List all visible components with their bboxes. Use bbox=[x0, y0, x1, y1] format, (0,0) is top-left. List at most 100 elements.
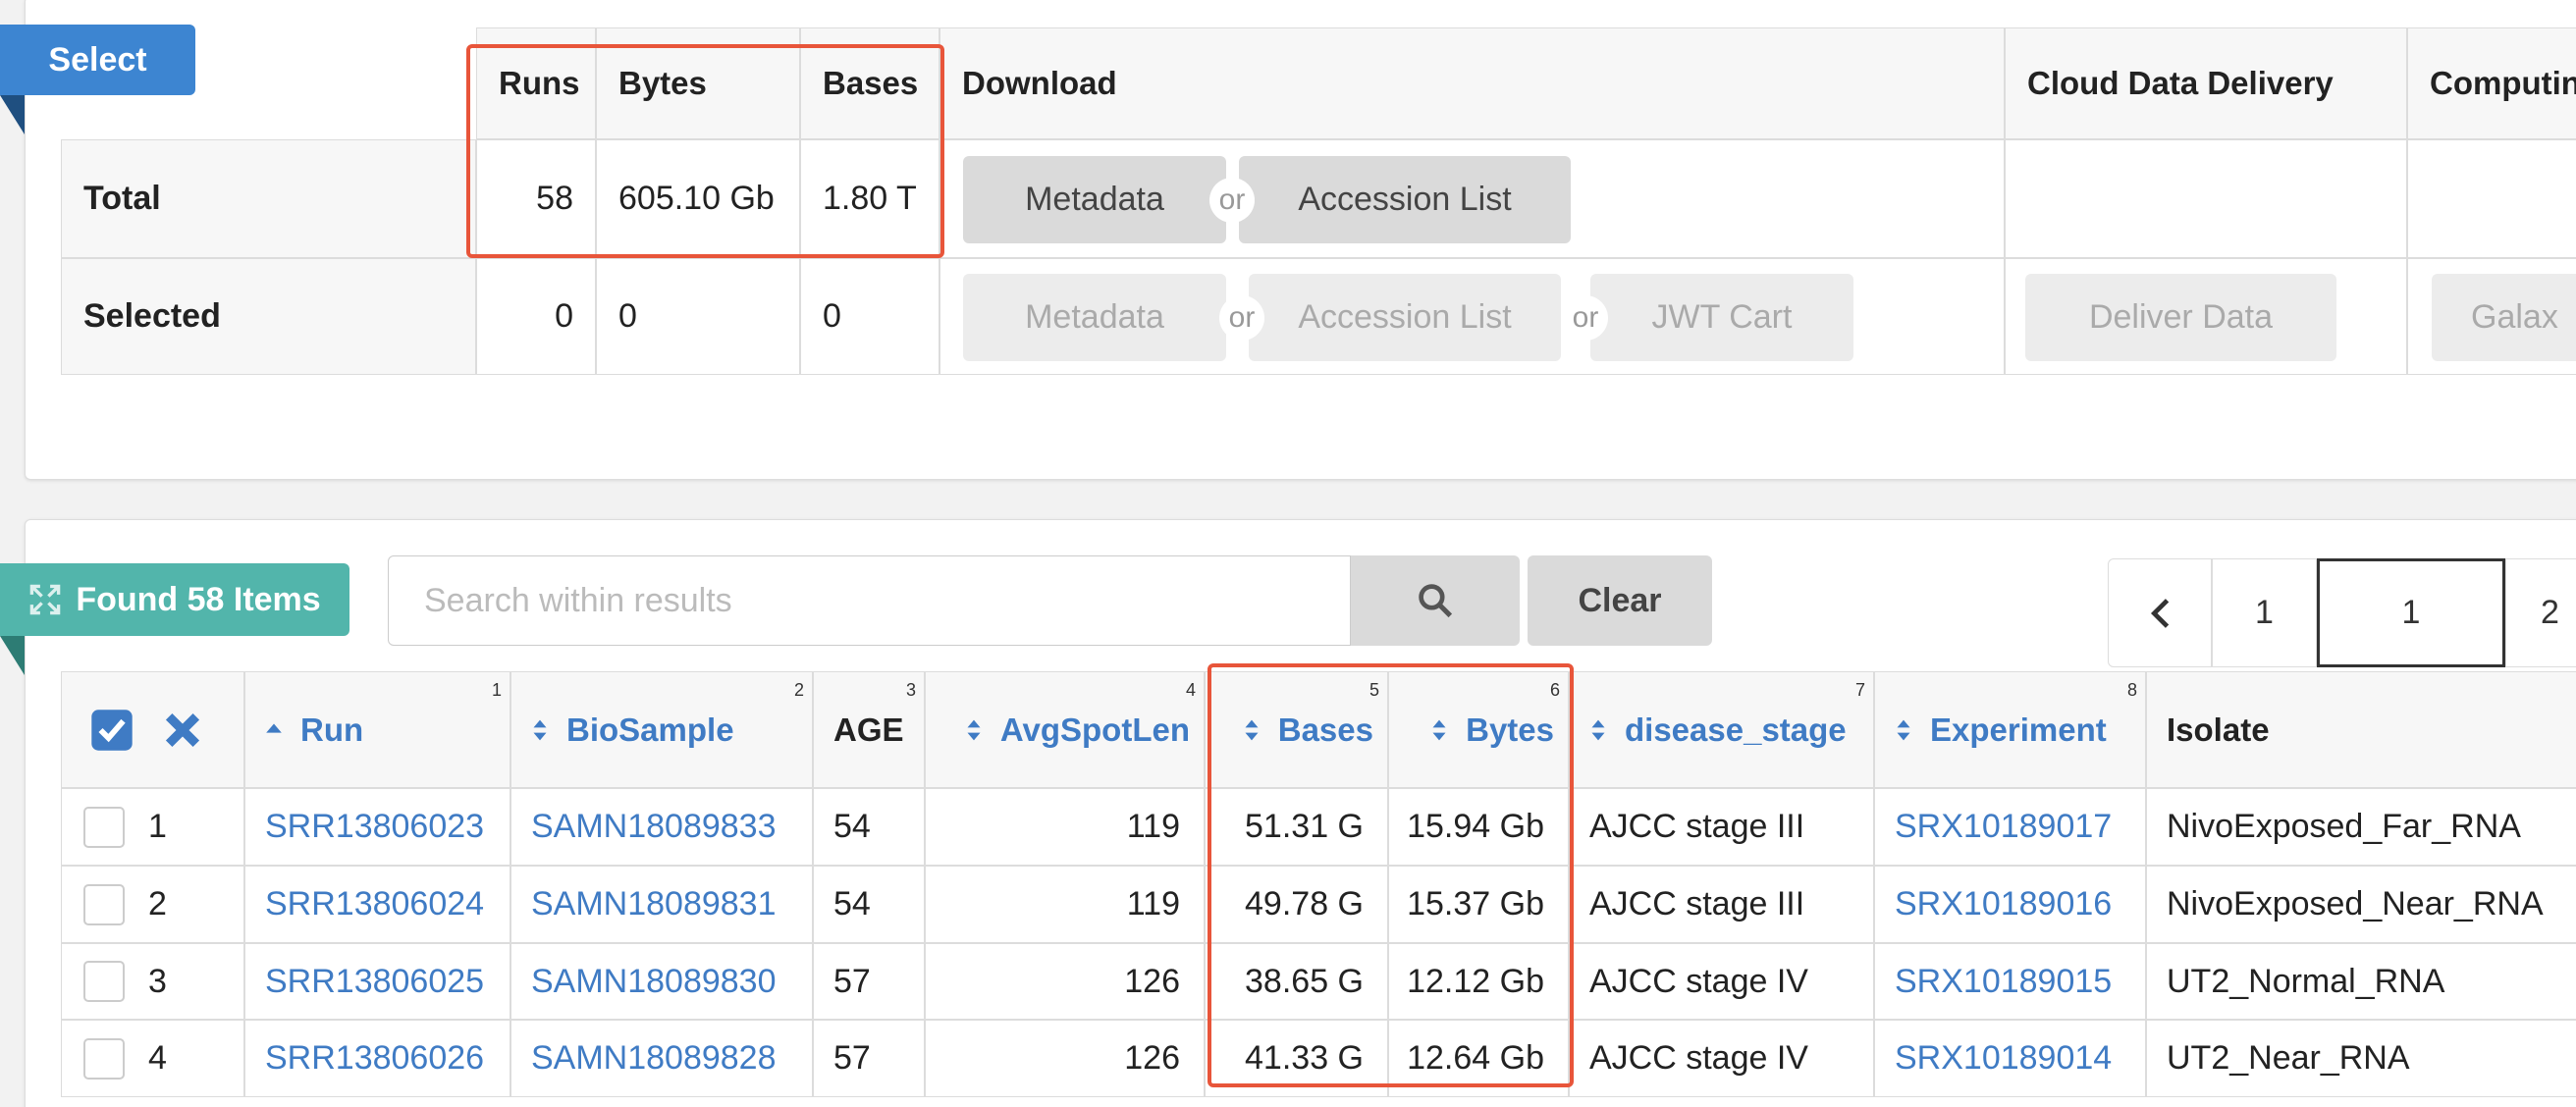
header-text: Computin bbox=[2430, 65, 2576, 101]
row-number: 4 bbox=[148, 1039, 167, 1077]
link[interactable]: SRX10189015 bbox=[1895, 962, 2113, 1000]
expand-icon bbox=[30, 584, 61, 615]
sort-index: 2 bbox=[793, 680, 804, 700]
search-input[interactable]: Search within results bbox=[388, 555, 1351, 646]
data-cell: 119 bbox=[925, 866, 1205, 943]
link[interactable]: SRR13806026 bbox=[265, 1039, 485, 1077]
sort-icon bbox=[533, 719, 547, 740]
cell-text: 54 bbox=[833, 885, 871, 922]
data-cell: 57 bbox=[813, 943, 925, 1020]
runs-cell: 0 bbox=[476, 258, 596, 375]
data-cell: 57 bbox=[813, 1020, 925, 1097]
data-cell: 12.12 Gb bbox=[1388, 943, 1569, 1020]
header-cell[interactable]: Bytes 6 bbox=[1388, 671, 1569, 788]
column-name: Bases bbox=[1277, 711, 1373, 748]
select-fold bbox=[0, 95, 25, 134]
row-number-cell: 4 bbox=[61, 1020, 244, 1097]
header-cell[interactable]: disease_stage 7 bbox=[1569, 671, 1874, 788]
page-prev[interactable] bbox=[2108, 558, 2212, 667]
sort-index: 7 bbox=[1854, 680, 1865, 700]
header-cell: Isolate bbox=[2146, 671, 2576, 788]
download-button-disabled: Accession List bbox=[1249, 274, 1561, 361]
or-separator: or bbox=[1563, 295, 1608, 341]
sort-icon bbox=[266, 723, 282, 733]
link[interactable]: SAMN18089828 bbox=[531, 1039, 777, 1077]
column-name: BioSample bbox=[566, 711, 734, 748]
row-number-cell: 3 bbox=[61, 943, 244, 1020]
link[interactable]: SRR13806025 bbox=[265, 962, 485, 1000]
or-separator: or bbox=[1209, 178, 1255, 223]
data-cell: SRR13806025 bbox=[244, 943, 510, 1020]
data-cell: 126 bbox=[925, 943, 1205, 1020]
data-cell: 54 bbox=[813, 788, 925, 866]
data-cell: NivoExposed_Near_RNA bbox=[2146, 866, 2576, 943]
page-button[interactable]: 2 bbox=[2505, 558, 2576, 667]
data-cell: 119 bbox=[925, 788, 1205, 866]
data-cell: AJCC stage III bbox=[1569, 866, 1874, 943]
header-cell[interactable]: BioSample 2 bbox=[510, 671, 813, 788]
runs-value: 58 bbox=[536, 180, 573, 217]
empty-cell bbox=[2005, 139, 2407, 258]
computing-button: Galax bbox=[2432, 274, 2576, 361]
header-cell[interactable]: Bases 5 bbox=[1205, 671, 1388, 788]
data-cell: AJCC stage III bbox=[1569, 788, 1874, 866]
select-all-checkbox[interactable] bbox=[89, 708, 134, 753]
sort-icon bbox=[1591, 719, 1605, 740]
link[interactable]: SAMN18089831 bbox=[531, 885, 777, 922]
data-cell: SRX10189014 bbox=[1874, 1020, 2146, 1097]
empty-cell bbox=[2407, 258, 2576, 375]
header-cell[interactable]: Run 1 bbox=[244, 671, 510, 788]
found-button: Found 58 Items bbox=[0, 563, 349, 636]
row-checkbox[interactable] bbox=[83, 806, 125, 848]
cell-text: 126 bbox=[1124, 962, 1180, 1000]
row-checkbox[interactable] bbox=[83, 961, 125, 1002]
page-button[interactable]: 1 bbox=[2212, 558, 2317, 667]
header-text: Bytes bbox=[618, 65, 707, 101]
data-cell: 51.31 G bbox=[1205, 788, 1388, 866]
cell-text: UT2_Near_RNA bbox=[2167, 1039, 2410, 1077]
search-placeholder: Search within results bbox=[424, 581, 732, 619]
cell-text: 57 bbox=[833, 962, 871, 1000]
search-icon bbox=[1419, 584, 1453, 618]
row-checkbox[interactable] bbox=[83, 1037, 125, 1080]
clear-selection-icon[interactable] bbox=[160, 708, 205, 753]
empty-cell bbox=[939, 139, 2005, 258]
header-cell[interactable]: Experiment 8 bbox=[1874, 671, 2146, 788]
bytes-value: 0 bbox=[618, 297, 637, 335]
link[interactable]: SAMN18089833 bbox=[531, 808, 777, 845]
row-number: 1 bbox=[148, 808, 167, 845]
clear-button[interactable]: Clear bbox=[1528, 555, 1712, 646]
link[interactable]: SRX10189017 bbox=[1895, 808, 2113, 845]
link[interactable]: SRX10189014 bbox=[1895, 1039, 2113, 1077]
cell-text: 126 bbox=[1124, 1039, 1180, 1077]
data-cell: UT2_Normal_RNA bbox=[2146, 943, 2576, 1020]
row-checkbox[interactable] bbox=[83, 883, 125, 925]
link[interactable]: SRR13806024 bbox=[265, 885, 485, 922]
link[interactable]: SRX10189016 bbox=[1895, 885, 2113, 922]
cell-text: 41.33 G bbox=[1245, 1039, 1364, 1077]
download-button[interactable]: Accession List bbox=[1239, 156, 1571, 243]
header-cell[interactable]: AvgSpotLen 4 bbox=[925, 671, 1205, 788]
empty-cell bbox=[2005, 258, 2407, 375]
empty-cell bbox=[2407, 139, 2576, 258]
search-button[interactable] bbox=[1351, 555, 1520, 646]
download-button[interactable]: Metadata bbox=[963, 156, 1226, 243]
data-cell: SAMN18089830 bbox=[510, 943, 813, 1020]
column-name: Run bbox=[300, 711, 364, 748]
select-button[interactable]: Select bbox=[0, 25, 195, 95]
link[interactable]: SAMN18089830 bbox=[531, 962, 777, 1000]
data-cell: AJCC stage IV bbox=[1569, 1020, 1874, 1097]
cell-text: 119 bbox=[1126, 808, 1180, 845]
data-cell: SAMN18089828 bbox=[510, 1020, 813, 1097]
bases-value: 0 bbox=[823, 297, 841, 335]
highlight-box bbox=[466, 44, 944, 258]
row-number: 3 bbox=[148, 962, 167, 1000]
cell-text: AJCC stage III bbox=[1589, 808, 1805, 845]
download-button-disabled: Metadata bbox=[963, 274, 1226, 361]
download-button-disabled: JWT Cart bbox=[1590, 274, 1853, 361]
cell-text: AJCC stage IV bbox=[1589, 1039, 1808, 1077]
deliver-button: Deliver Data bbox=[2025, 274, 2336, 361]
link[interactable]: SRR13806023 bbox=[265, 808, 485, 845]
page-button[interactable]: 1 bbox=[2317, 558, 2505, 667]
